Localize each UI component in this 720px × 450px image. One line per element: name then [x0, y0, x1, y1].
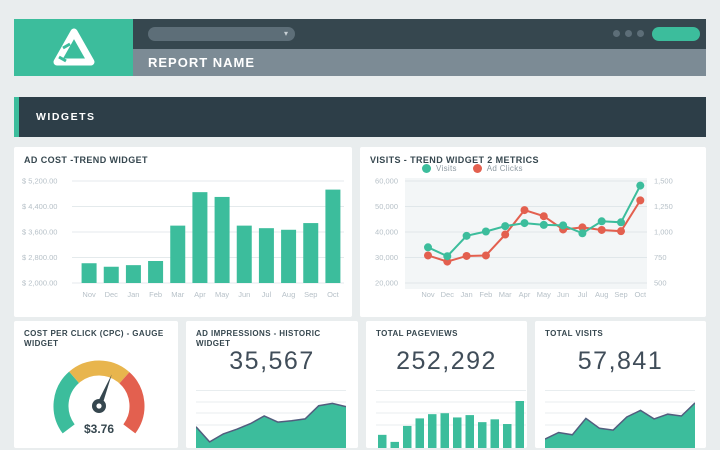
svg-text:Dec: Dec	[441, 290, 455, 299]
widgets-section-title: WIDGETS	[36, 111, 96, 123]
svg-text:Dec: Dec	[105, 290, 119, 299]
legend-dot-icon	[422, 164, 431, 173]
widget-title: AD IMPRESSIONS - HISTORIC WIDGET	[196, 329, 321, 349]
svg-text:Feb: Feb	[479, 290, 492, 299]
svg-text:Jan: Jan	[127, 290, 139, 299]
widget-title: TOTAL VISITS	[545, 329, 604, 338]
logo-triangle-icon	[53, 28, 94, 65]
widget-visits-trend: VISITS - TREND WIDGET 2 METRICS Visits Ad…	[360, 147, 706, 317]
svg-text:Jul: Jul	[578, 290, 588, 299]
svg-text:Oct: Oct	[327, 290, 340, 299]
svg-text:$ 2,000.00: $ 2,000.00	[22, 279, 57, 288]
impressions-area-chart	[196, 390, 346, 448]
url-select[interactable]: ▾	[148, 27, 295, 41]
widget-title: TOTAL PAGEVIEWS	[376, 329, 458, 338]
svg-text:Nov: Nov	[421, 290, 435, 299]
svg-text:Oct: Oct	[634, 290, 647, 299]
window-dots	[613, 30, 644, 37]
svg-text:60,000: 60,000	[375, 177, 398, 186]
svg-text:$3.76: $3.76	[84, 422, 114, 436]
svg-text:$ 4,400.00: $ 4,400.00	[22, 202, 57, 211]
svg-text:$ 5,200.00: $ 5,200.00	[22, 177, 57, 186]
svg-text:Nov: Nov	[82, 290, 96, 299]
legend-label: Ad Clicks	[486, 164, 523, 173]
svg-text:Feb: Feb	[149, 290, 162, 299]
svg-text:30,000: 30,000	[375, 253, 398, 262]
svg-text:40,000: 40,000	[375, 228, 398, 237]
svg-text:Mar: Mar	[499, 290, 512, 299]
svg-text:Jan: Jan	[461, 290, 473, 299]
window-dot	[637, 30, 644, 37]
window-dot	[613, 30, 620, 37]
visits-area-chart	[545, 390, 695, 448]
widgets-section-header: WIDGETS	[14, 97, 706, 137]
widget-total-pageviews: TOTAL PAGEVIEWS 252,292	[366, 321, 527, 448]
chevron-down-icon: ▾	[283, 29, 288, 38]
legend-label: Visits	[436, 164, 457, 173]
svg-text:$ 3,600.00: $ 3,600.00	[22, 228, 57, 237]
visits-line-chart: 60,000 1,500 50,000 1,250 40,000 1,000 30,000 7…	[375, 177, 673, 300]
svg-text:500: 500	[654, 279, 667, 288]
svg-text:Mar: Mar	[171, 290, 184, 299]
svg-text:Jun: Jun	[238, 290, 250, 299]
stat-value: 252,292	[396, 347, 497, 375]
widget-cpc-gauge: COST PER CLICK (CPC) - GAUGE WIDGET $3.7…	[14, 321, 178, 448]
widget-title: AD COST -TREND WIDGET	[24, 155, 148, 165]
report-title: REPORT NAME	[148, 55, 256, 70]
svg-text:750: 750	[654, 253, 667, 262]
ad-cost-bar-chart: $ 5,200.00 $ 4,400.00 $ 3,600.00 $ 2,800.00…	[22, 177, 344, 299]
stat-value: 35,567	[229, 347, 315, 375]
svg-text:Sep: Sep	[614, 290, 627, 299]
legend-dot-icon	[472, 164, 482, 173]
report-header: REPORT NAME	[133, 49, 706, 76]
widget-total-visits: TOTAL VISITS 57,841	[535, 321, 706, 448]
widget-ad-impressions: AD IMPRESSIONS - HISTORIC WIDGET 35,567	[186, 321, 358, 448]
svg-text:$ 2,800.00: $ 2,800.00	[22, 253, 57, 262]
svg-text:Apr: Apr	[194, 290, 206, 299]
svg-text:1,000: 1,000	[654, 228, 673, 237]
window-dot	[625, 30, 632, 37]
primary-action-button[interactable]	[652, 27, 700, 41]
svg-text:Apr: Apr	[519, 290, 531, 299]
svg-text:May: May	[537, 290, 551, 299]
svg-text:Aug: Aug	[595, 290, 608, 299]
svg-text:Jul: Jul	[262, 290, 272, 299]
svg-text:Aug: Aug	[282, 290, 295, 299]
stat-value: 57,841	[577, 347, 664, 375]
widget-ad-cost-trend: AD COST -TREND WIDGET $ 5,200.00 $ 4,400.…	[14, 147, 352, 317]
svg-text:Sep: Sep	[304, 290, 317, 299]
svg-text:20,000: 20,000	[375, 279, 398, 288]
legend-item: Visits	[422, 164, 457, 173]
legend-item: Ad Clicks	[472, 164, 523, 173]
widget-title: COST PER CLICK (CPC) - GAUGE WIDGET	[24, 329, 164, 349]
chart-legend: Visits Ad Clicks	[422, 164, 523, 173]
svg-text:50,000: 50,000	[375, 202, 398, 211]
svg-text:May: May	[215, 290, 229, 299]
app-logo[interactable]	[14, 19, 133, 76]
widget-title: VISITS - TREND WIDGET 2 METRICS	[370, 155, 539, 165]
cpc-gauge-chart: $3.76	[53, 360, 145, 436]
svg-text:Jun: Jun	[557, 290, 569, 299]
pageviews-bar-chart	[376, 390, 526, 448]
svg-text:1,250: 1,250	[654, 202, 673, 211]
svg-text:1,500: 1,500	[654, 177, 673, 186]
